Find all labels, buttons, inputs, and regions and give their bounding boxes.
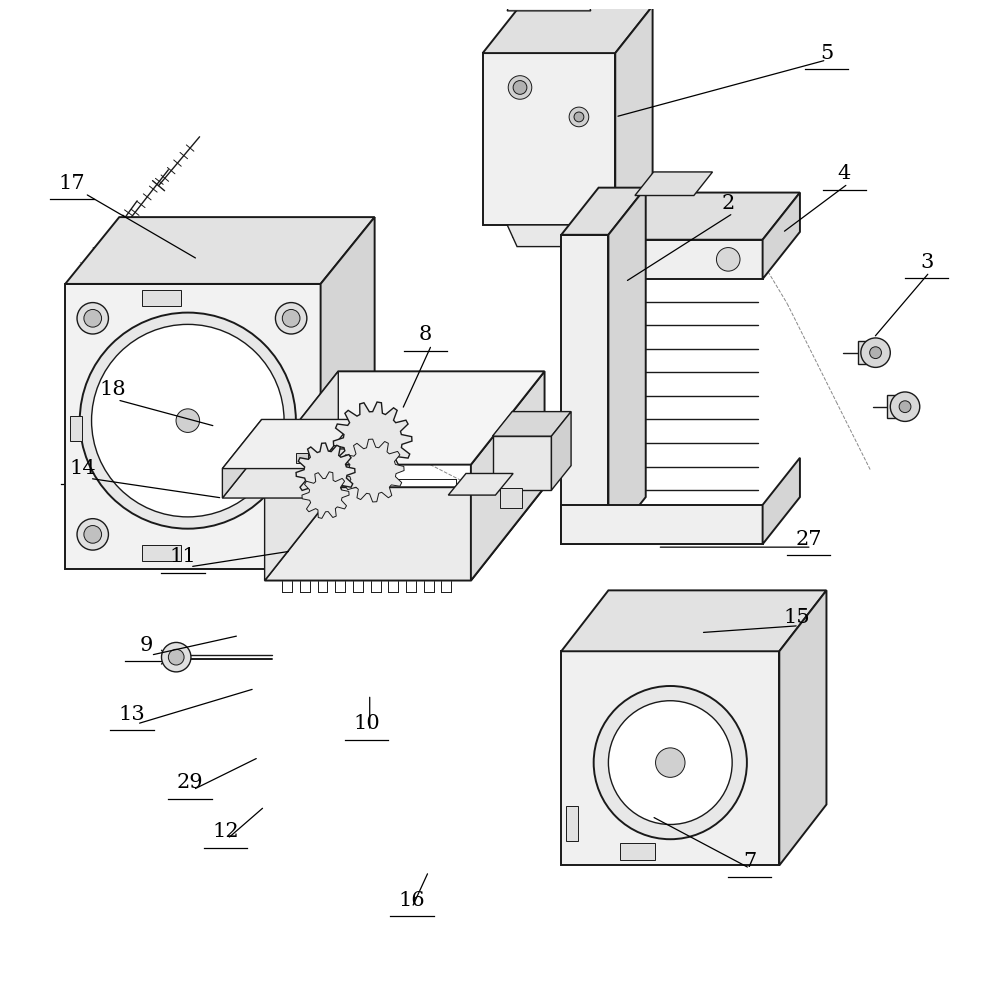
- Text: 10: 10: [354, 714, 380, 733]
- Text: 13: 13: [118, 705, 146, 724]
- Circle shape: [861, 338, 890, 367]
- Polygon shape: [302, 472, 349, 518]
- Text: 18: 18: [99, 380, 126, 399]
- Circle shape: [80, 313, 296, 529]
- Polygon shape: [561, 590, 826, 651]
- Text: 16: 16: [399, 891, 426, 910]
- Circle shape: [870, 347, 882, 359]
- Circle shape: [361, 429, 384, 453]
- Polygon shape: [223, 419, 355, 469]
- Text: 4: 4: [837, 164, 851, 183]
- Text: 5: 5: [820, 44, 833, 63]
- Polygon shape: [483, 53, 616, 225]
- Circle shape: [594, 686, 747, 839]
- Circle shape: [92, 324, 284, 517]
- Text: 8: 8: [419, 325, 432, 344]
- Polygon shape: [762, 458, 800, 544]
- Text: 9: 9: [140, 636, 154, 655]
- Circle shape: [77, 303, 108, 334]
- Polygon shape: [333, 402, 412, 480]
- Bar: [500, 488, 522, 508]
- Circle shape: [569, 107, 589, 127]
- Circle shape: [84, 309, 101, 327]
- Polygon shape: [483, 6, 653, 53]
- Circle shape: [276, 303, 307, 334]
- Polygon shape: [265, 371, 338, 581]
- Circle shape: [319, 488, 332, 502]
- Text: 12: 12: [212, 822, 238, 841]
- Text: 14: 14: [70, 459, 97, 478]
- Polygon shape: [448, 473, 513, 495]
- Circle shape: [609, 701, 732, 824]
- Polygon shape: [341, 439, 404, 502]
- Bar: [142, 545, 181, 561]
- Polygon shape: [507, 225, 586, 247]
- Text: 29: 29: [176, 773, 203, 792]
- Polygon shape: [635, 172, 712, 196]
- Polygon shape: [561, 651, 779, 865]
- Polygon shape: [507, 0, 591, 11]
- Polygon shape: [561, 240, 762, 279]
- Circle shape: [276, 519, 307, 550]
- Polygon shape: [561, 235, 609, 544]
- Bar: [566, 806, 578, 841]
- Circle shape: [283, 309, 300, 327]
- Polygon shape: [265, 487, 545, 581]
- Circle shape: [363, 461, 382, 480]
- Polygon shape: [779, 590, 826, 865]
- Polygon shape: [223, 419, 262, 498]
- Circle shape: [162, 642, 191, 672]
- Polygon shape: [858, 341, 876, 364]
- Text: 11: 11: [169, 547, 196, 566]
- Circle shape: [84, 526, 101, 543]
- Bar: [70, 416, 82, 441]
- Polygon shape: [616, 6, 653, 225]
- Circle shape: [899, 401, 911, 413]
- Circle shape: [508, 76, 532, 99]
- Polygon shape: [265, 371, 545, 465]
- Polygon shape: [561, 188, 646, 235]
- Text: 27: 27: [796, 530, 822, 549]
- Circle shape: [283, 526, 300, 543]
- Polygon shape: [762, 193, 800, 279]
- Circle shape: [656, 748, 685, 777]
- Bar: [142, 290, 181, 306]
- Polygon shape: [65, 217, 374, 284]
- Text: 3: 3: [920, 253, 934, 272]
- Polygon shape: [223, 449, 355, 498]
- Polygon shape: [492, 412, 571, 436]
- Circle shape: [168, 649, 184, 665]
- Text: 2: 2: [722, 194, 735, 213]
- Circle shape: [77, 519, 108, 550]
- Polygon shape: [561, 505, 762, 544]
- Circle shape: [716, 248, 740, 271]
- Polygon shape: [552, 412, 571, 490]
- Circle shape: [176, 409, 200, 432]
- Text: 7: 7: [744, 852, 756, 871]
- Polygon shape: [609, 188, 646, 544]
- Polygon shape: [65, 284, 320, 569]
- Bar: [296, 453, 308, 463]
- Polygon shape: [561, 193, 800, 240]
- Bar: [621, 843, 655, 860]
- Polygon shape: [296, 443, 355, 502]
- Polygon shape: [471, 371, 545, 581]
- Circle shape: [317, 464, 334, 481]
- Polygon shape: [320, 217, 374, 569]
- Text: 17: 17: [59, 174, 86, 193]
- Circle shape: [890, 392, 920, 421]
- Polygon shape: [492, 436, 552, 490]
- Text: 15: 15: [784, 608, 811, 627]
- Circle shape: [574, 112, 584, 122]
- Polygon shape: [887, 395, 905, 418]
- Circle shape: [513, 81, 527, 94]
